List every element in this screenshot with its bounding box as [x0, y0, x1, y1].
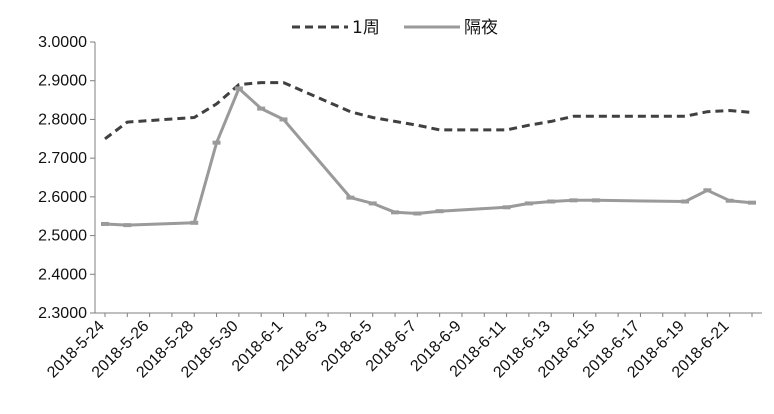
axes	[94, 42, 762, 314]
y-tick-label: 2.7000	[38, 150, 87, 167]
y-tick-label: 2.5000	[38, 228, 87, 245]
series-line-1w	[104, 81, 753, 141]
y-tick-label: 2.3000	[38, 305, 87, 322]
series-layer	[101, 81, 756, 228]
y-tick-label: 3.0000	[38, 34, 87, 51]
legend: 1周 隔夜	[292, 18, 498, 38]
y-tick-label: 2.8000	[38, 111, 87, 128]
x-axis-ticks: 2018-5-242018-5-262018-5-282018-5-302018…	[44, 313, 753, 381]
series-line-overnight	[104, 87, 753, 227]
y-tick-label: 2.4000	[38, 266, 87, 283]
y-axis-ticks: 3.0000 2.9000 2.8000 2.7000 2.6000 2.5000 2.40…	[38, 34, 95, 322]
y-tick-label: 2.6000	[38, 189, 87, 206]
y-tick-label: 2.9000	[38, 73, 87, 90]
legend-label-overnight: 隔夜	[464, 18, 498, 38]
legend-label-1w: 1周	[352, 18, 380, 38]
